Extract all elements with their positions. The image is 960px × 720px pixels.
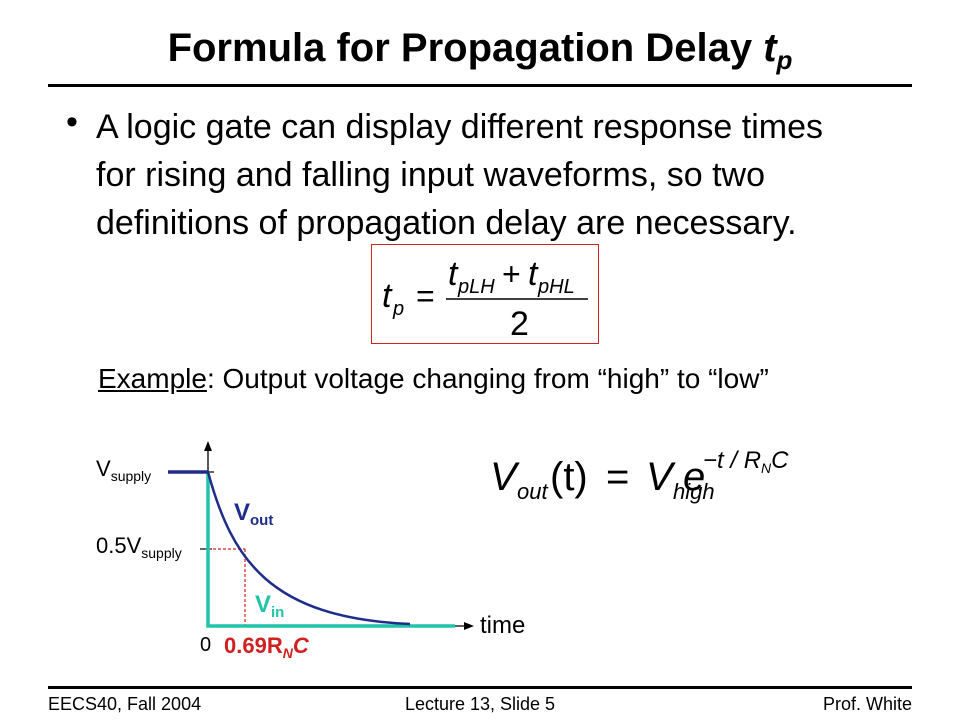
footer-slide-number: Lecture 13, Slide 5 xyxy=(404,694,556,714)
vin-waveform xyxy=(206,472,455,628)
vout-formula-rhs-var: V xyxy=(646,455,676,499)
slide-title: Formula for Propagation Delay tp xyxy=(167,26,793,75)
formula-box: t p = t pLH + t pHL 2 xyxy=(371,244,599,344)
footer-divider xyxy=(48,686,912,689)
vout-formula-rhs-sub: high xyxy=(673,479,715,504)
vout-formula-equals: = xyxy=(606,455,629,499)
x-axis-arrow xyxy=(464,622,474,630)
vin-label: Vin xyxy=(255,591,284,621)
tp-num-a-var: t xyxy=(448,255,459,293)
tp-num-b-sub: pHL xyxy=(537,276,575,298)
origin-label: 0 xyxy=(200,634,211,656)
bullet-text: A logic gate can display different respo… xyxy=(96,103,926,247)
title-divider xyxy=(48,84,912,87)
half-vsupply-label: 0.5Vsupply xyxy=(96,533,182,561)
footer-course: EECS40, Fall 2004 xyxy=(48,694,202,714)
vout-waveform xyxy=(206,471,411,626)
bullet-marker: • xyxy=(66,103,78,141)
vout-formula-sub: out xyxy=(517,479,548,504)
tp-num-a-sub: pLH xyxy=(457,276,495,298)
example-label: Example xyxy=(98,363,207,394)
bullet-line: A logic gate can display different respo… xyxy=(96,108,824,146)
y-axis-arrow xyxy=(204,441,212,451)
vout-formula-arg: (t) xyxy=(550,455,588,499)
vout-formula-var: V xyxy=(490,455,520,499)
tp-equals: = xyxy=(416,278,435,314)
tp-lhs-sub: p xyxy=(392,298,404,320)
example-text: : Output voltage changing from “high” to… xyxy=(206,363,769,394)
vout-label: Vout xyxy=(234,499,273,529)
example-line: Example: Output voltage changing from “h… xyxy=(98,363,769,395)
tp-formula: t p = t pLH + t pHL 2 xyxy=(382,255,588,343)
tp-plus: + xyxy=(502,256,521,292)
footer-author: Prof. White xyxy=(822,694,912,714)
bullet-line: definitions of propagation delay are nec… xyxy=(96,204,797,242)
vout-formula-base: e xyxy=(683,455,705,499)
delay-label: 0.69RNC xyxy=(224,633,310,661)
vout-formula-exponent: −t / RNC xyxy=(703,447,789,476)
x-axis-label: time xyxy=(480,612,525,639)
tp-denominator: 2 xyxy=(510,305,529,343)
tp-lhs-var: t xyxy=(382,277,393,315)
vout-formula: V out (t) = V high e −t / RNC xyxy=(490,447,789,504)
vsupply-label: Vsupply xyxy=(96,456,151,484)
bullet-line: for rising and falling input waveforms, … xyxy=(96,156,765,194)
tp-num-b-var: t xyxy=(528,255,539,293)
